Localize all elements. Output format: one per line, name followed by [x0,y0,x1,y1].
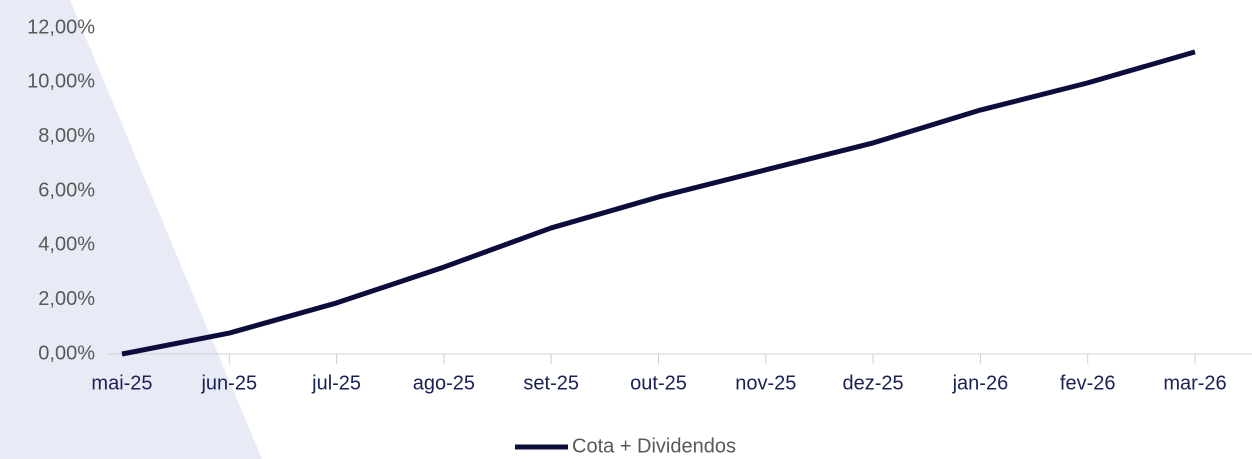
x-tick-label: nov-25 [735,372,796,394]
x-tick-label: jun-25 [200,372,257,394]
y-tick-label: 10,00% [27,71,95,93]
x-tick-label: dez-25 [843,372,904,394]
x-tick-label: ago-25 [413,372,475,394]
x-tick-label: mar-26 [1163,372,1226,394]
x-tick-label: fev-26 [1060,372,1116,394]
y-tick-label: 2,00% [38,288,95,310]
x-tick-label: jul-25 [311,372,361,394]
x-tick-label: out-25 [630,372,687,394]
background-shape [0,0,262,459]
y-tick-label: 12,00% [27,16,95,38]
y-tick-label: 8,00% [38,125,95,147]
data-line [121,49,1196,357]
y-tick-label: 6,00% [38,179,95,201]
x-tick-label: set-25 [523,372,579,394]
x-tick-label: jan-26 [952,372,1009,394]
x-tick-label: mai-25 [91,372,152,394]
y-tick-label: 0,00% [38,342,95,364]
y-tick-label: 4,00% [38,234,95,256]
legend-label: Cota + Dividendos [572,435,736,457]
